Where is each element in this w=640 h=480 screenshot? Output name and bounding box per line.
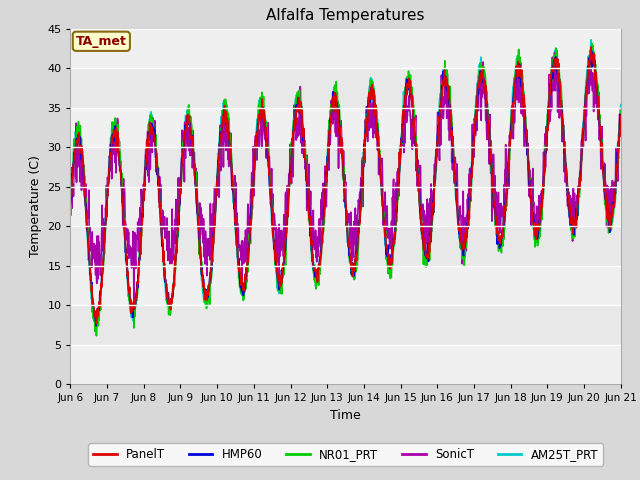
NR01_PRT — [176, 189, 184, 195]
NR01_PRT — [617, 108, 625, 113]
Bar — [70, 226, 621, 265]
SonicT — [551, 49, 559, 55]
SonicT — [552, 68, 560, 73]
Title: Alfalfa Temperatures: Alfalfa Temperatures — [266, 9, 425, 24]
NR01_PRT — [504, 180, 511, 186]
HMP60 — [189, 149, 197, 155]
Y-axis label: Temperature (C): Temperature (C) — [29, 156, 42, 257]
PanelT — [67, 202, 74, 208]
NR01_PRT — [251, 167, 259, 173]
PanelT — [176, 194, 184, 200]
AM25T_PRT — [92, 322, 99, 327]
PanelT — [93, 321, 100, 327]
X-axis label: Time: Time — [330, 408, 361, 421]
AM25T_PRT — [431, 163, 439, 169]
HMP60 — [67, 201, 74, 207]
Bar — [70, 305, 621, 345]
Bar — [70, 147, 621, 187]
SonicT — [67, 202, 74, 207]
HMP60 — [504, 176, 511, 182]
SonicT — [431, 159, 439, 165]
Line: NR01_PRT: NR01_PRT — [70, 44, 621, 336]
AM25T_PRT — [67, 199, 74, 204]
PanelT — [587, 44, 595, 50]
PanelT — [617, 113, 625, 119]
AM25T_PRT — [189, 144, 197, 149]
NR01_PRT — [431, 177, 439, 182]
Bar — [70, 345, 621, 384]
HMP60 — [431, 177, 439, 183]
Line: PanelT: PanelT — [70, 47, 621, 324]
Line: HMP60: HMP60 — [70, 52, 621, 325]
NR01_PRT — [552, 45, 559, 51]
PanelT — [431, 169, 439, 175]
SonicT — [617, 107, 625, 112]
SonicT — [504, 196, 511, 202]
Bar — [70, 29, 621, 68]
PanelT — [189, 151, 197, 157]
AM25T_PRT — [176, 186, 184, 192]
SonicT — [176, 201, 184, 207]
HMP60 — [588, 49, 596, 55]
NR01_PRT — [93, 333, 100, 339]
Line: SonicT: SonicT — [70, 52, 621, 299]
NR01_PRT — [67, 193, 74, 199]
PanelT — [504, 177, 511, 183]
Bar — [70, 108, 621, 147]
Line: AM25T_PRT: AM25T_PRT — [70, 40, 621, 324]
SonicT — [130, 296, 138, 301]
AM25T_PRT — [617, 102, 625, 108]
AM25T_PRT — [552, 56, 559, 61]
SonicT — [189, 128, 197, 133]
NR01_PRT — [189, 143, 197, 148]
NR01_PRT — [588, 41, 596, 47]
AM25T_PRT — [504, 173, 511, 179]
HMP60 — [92, 323, 100, 328]
PanelT — [552, 55, 559, 61]
HMP60 — [251, 156, 259, 162]
Text: TA_met: TA_met — [76, 35, 127, 48]
SonicT — [251, 162, 259, 168]
Bar — [70, 187, 621, 226]
Legend: PanelT, HMP60, NR01_PRT, SonicT, AM25T_PRT: PanelT, HMP60, NR01_PRT, SonicT, AM25T_P… — [88, 443, 603, 466]
HMP60 — [552, 54, 559, 60]
PanelT — [251, 155, 259, 161]
Bar — [70, 265, 621, 305]
HMP60 — [176, 202, 184, 207]
Bar — [70, 68, 621, 108]
AM25T_PRT — [251, 152, 259, 157]
AM25T_PRT — [587, 37, 595, 43]
HMP60 — [617, 112, 625, 118]
